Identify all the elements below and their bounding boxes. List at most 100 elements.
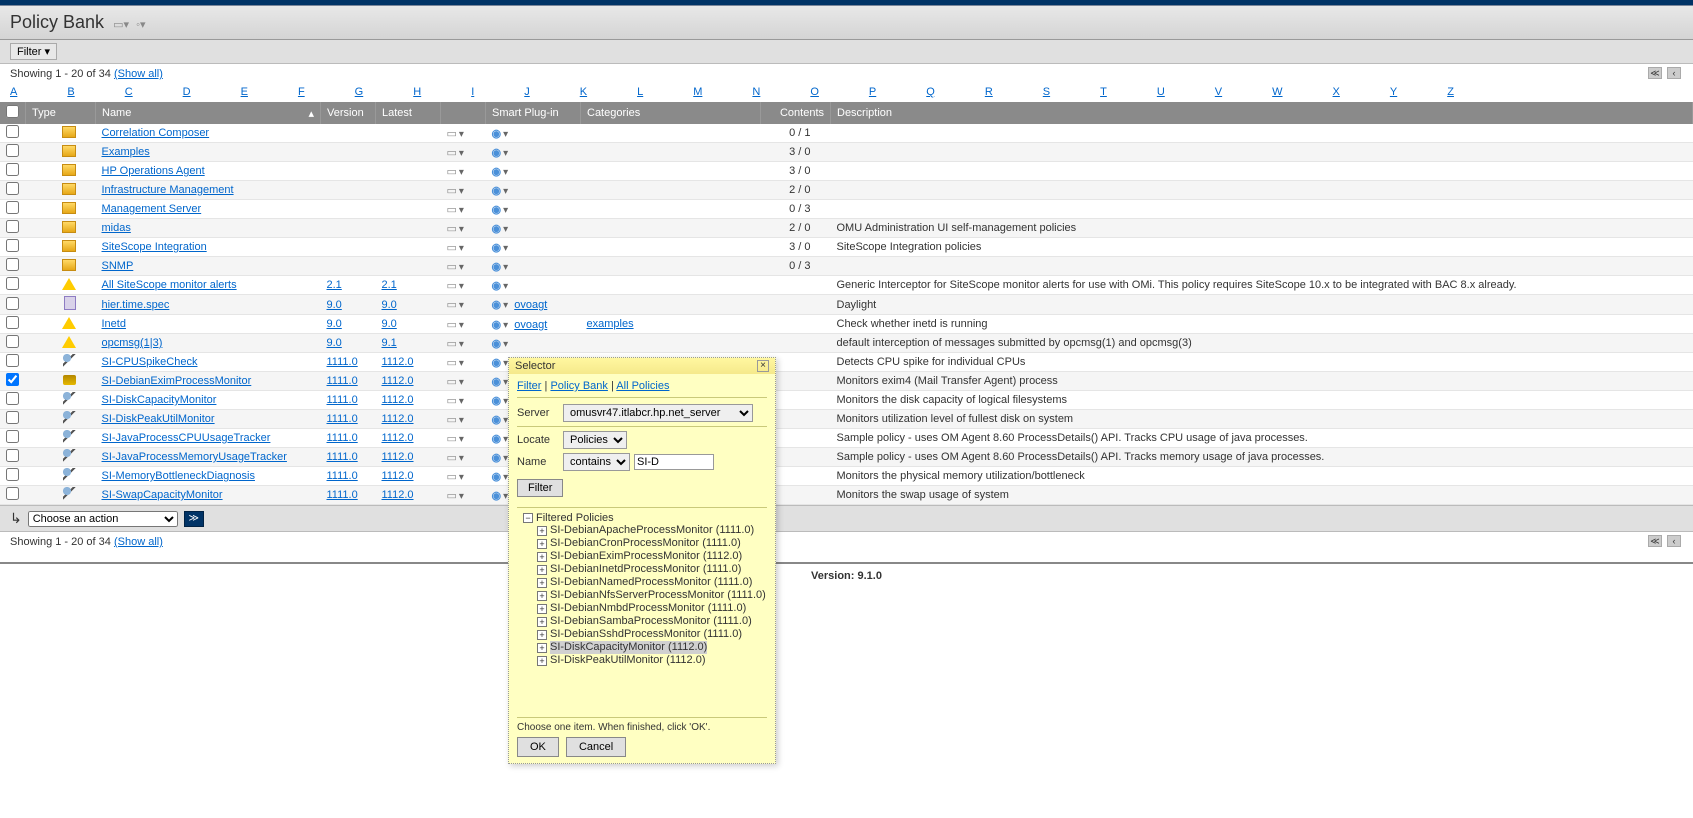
row-checkbox[interactable] — [6, 297, 19, 310]
latest-link[interactable]: 9.0 — [382, 318, 397, 330]
policy-name-link[interactable]: SI-SwapCapacityMonitor — [102, 489, 223, 501]
version-link[interactable]: 1111.0 — [327, 375, 358, 387]
tree-item[interactable]: +SI-DebianCronProcessMonitor (1111.0) — [537, 537, 767, 550]
row-action-icon[interactable]: ▭ — [447, 414, 457, 426]
tree-expand-icon[interactable]: + — [537, 591, 547, 601]
pager-first-icon[interactable]: ≪ — [1648, 535, 1662, 547]
row-action-icon[interactable]: ▭ — [447, 395, 457, 407]
row-checkbox[interactable] — [6, 430, 19, 443]
alpha-link-V[interactable]: V — [1215, 86, 1222, 98]
tree-item[interactable]: +SI-DebianInetdProcessMonitor (1111.0) — [537, 563, 767, 576]
tree-expand-icon[interactable]: + — [537, 565, 547, 575]
row-gear-icon[interactable]: ◉ — [492, 242, 502, 254]
row-gear-icon[interactable]: ◉ — [492, 128, 502, 140]
dialog-close-icon[interactable]: × — [757, 360, 769, 372]
alpha-link-M[interactable]: M — [693, 86, 702, 98]
row-gear-icon[interactable]: ◉ — [492, 357, 502, 369]
col-contents[interactable]: Contents — [761, 102, 831, 124]
col-latest[interactable]: Latest — [376, 102, 441, 124]
tree-item[interactable]: +SI-DiskCapacityMonitor (1112.0) — [537, 641, 767, 654]
alpha-link-J[interactable]: J — [524, 86, 530, 98]
alpha-link-R[interactable]: R — [985, 86, 993, 98]
policy-name-link[interactable]: SI-CPUSpikeCheck — [102, 356, 198, 368]
row-gear-icon[interactable]: ◉ — [492, 338, 502, 350]
policy-name-link[interactable]: Infrastructure Management — [102, 184, 234, 196]
row-gear-icon[interactable]: ◉ — [492, 147, 502, 159]
policy-name-link[interactable]: Management Server — [102, 203, 202, 215]
tree-expand-icon[interactable]: + — [537, 539, 547, 549]
row-action-icon[interactable]: ▭ — [447, 319, 457, 331]
policy-name-link[interactable]: SI-JavaProcessMemoryUsageTracker — [102, 451, 287, 463]
row-gear-icon[interactable]: ◉ — [492, 452, 502, 464]
alpha-link-G[interactable]: G — [355, 86, 364, 98]
alpha-link-F[interactable]: F — [298, 86, 305, 98]
row-checkbox[interactable] — [6, 373, 19, 386]
tree-expand-icon[interactable]: + — [537, 643, 547, 653]
row-checkbox[interactable] — [6, 144, 19, 157]
version-link[interactable]: 1111.0 — [327, 470, 358, 482]
version-link[interactable]: 9.0 — [327, 318, 342, 330]
row-gear-icon[interactable]: ◉ — [492, 204, 502, 216]
tree-item[interactable]: +SI-DebianApacheProcessMonitor (1111.0) — [537, 524, 767, 537]
row-action-icon[interactable]: ▭ — [447, 433, 457, 445]
title-action-gear-icon[interactable]: ◦▾ — [136, 19, 145, 31]
row-action-icon[interactable]: ▭ — [447, 147, 457, 159]
tree-expand-icon[interactable]: + — [537, 526, 547, 536]
row-action-icon[interactable]: ▭ — [447, 261, 457, 273]
row-action-icon[interactable]: ▭ — [447, 128, 457, 140]
row-gear-icon[interactable]: ◉ — [492, 414, 502, 426]
alpha-link-D[interactable]: D — [183, 86, 191, 98]
tree-expand-icon[interactable]: + — [537, 630, 547, 640]
row-checkbox[interactable] — [6, 125, 19, 138]
row-checkbox[interactable] — [6, 449, 19, 462]
alpha-link-H[interactable]: H — [413, 86, 421, 98]
latest-link[interactable]: 9.1 — [382, 337, 397, 349]
tree-item[interactable]: +SI-DebianSambaProcessMonitor (1111.0) — [537, 615, 767, 628]
category-link[interactable]: examples — [587, 318, 634, 330]
row-action-icon[interactable]: ▭ — [447, 471, 457, 483]
row-gear-icon[interactable]: ◉ — [492, 185, 502, 197]
row-checkbox[interactable] — [6, 163, 19, 176]
name-op-select[interactable]: contains — [563, 453, 630, 471]
row-action-icon[interactable]: ▭ — [447, 166, 457, 178]
tree-item[interactable]: +SI-DebianNfsServerProcessMonitor (1111.… — [537, 589, 767, 602]
alpha-link-P[interactable]: P — [869, 86, 876, 98]
row-action-icon[interactable]: ▭ — [447, 338, 457, 350]
policy-name-link[interactable]: midas — [102, 222, 131, 234]
row-action-icon[interactable]: ▭ — [447, 357, 457, 369]
col-categories[interactable]: Categories — [581, 102, 761, 124]
version-link[interactable]: 9.0 — [327, 337, 342, 349]
col-description[interactable]: Description — [831, 102, 1693, 124]
tree-expand-icon[interactable]: + — [537, 617, 547, 627]
policy-name-link[interactable]: Correlation Composer — [102, 127, 210, 139]
row-checkbox[interactable] — [6, 316, 19, 329]
bc-filter[interactable]: Filter — [517, 380, 541, 392]
row-gear-icon[interactable]: ◉ — [492, 433, 502, 445]
smart-link[interactable]: ovoagt — [514, 319, 547, 331]
row-checkbox[interactable] — [6, 411, 19, 424]
title-action-icon[interactable]: ▭▾ — [113, 19, 129, 31]
row-checkbox[interactable] — [6, 335, 19, 348]
tree-item[interactable]: +SI-DiskPeakUtilMonitor (1112.0) — [537, 654, 767, 667]
row-action-icon[interactable]: ▭ — [447, 204, 457, 216]
pager-prev-icon[interactable]: ‹ — [1667, 535, 1681, 547]
version-link[interactable]: 1111.0 — [327, 451, 358, 463]
tree-expand-icon[interactable]: + — [537, 656, 547, 666]
select-all-checkbox[interactable] — [6, 105, 19, 118]
latest-link[interactable]: 2.1 — [382, 279, 397, 291]
version-link[interactable]: 1111.0 — [327, 356, 358, 368]
alpha-link-Q[interactable]: Q — [926, 86, 935, 98]
row-action-icon[interactable]: ▭ — [447, 242, 457, 254]
name-input[interactable] — [634, 454, 714, 470]
policy-name-link[interactable]: hier.time.spec — [102, 299, 170, 311]
alpha-link-T[interactable]: T — [1100, 86, 1107, 98]
row-action-icon[interactable]: ▭ — [447, 376, 457, 388]
policy-name-link[interactable]: SI-DiskCapacityMonitor — [102, 394, 217, 406]
smart-link[interactable]: ovoagt — [514, 299, 547, 311]
dialog-filter-button[interactable]: Filter — [517, 479, 563, 497]
row-gear-icon[interactable]: ◉ — [492, 395, 502, 407]
bc-all-policies[interactable]: All Policies — [616, 380, 669, 392]
policy-name-link[interactable]: All SiteScope monitor alerts — [102, 279, 237, 291]
alpha-link-Z[interactable]: Z — [1447, 86, 1454, 98]
latest-link[interactable]: 9.0 — [382, 299, 397, 311]
